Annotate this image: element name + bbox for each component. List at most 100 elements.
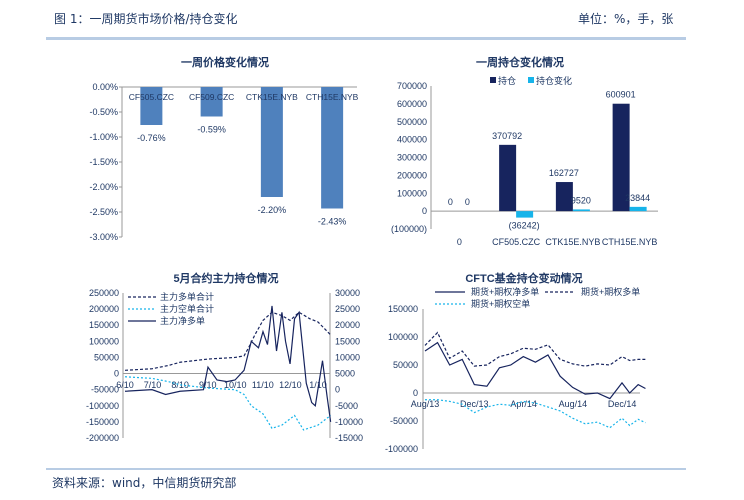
chart1-bar bbox=[140, 87, 163, 125]
figure-title: 图 1：一周期货市场价格/持仓变化 bbox=[54, 12, 238, 26]
chart1-ytick: -2.50% bbox=[89, 207, 118, 217]
chart1-data-label: -0.76% bbox=[137, 133, 166, 143]
chart3-legend-label: 主力空单合计 bbox=[160, 303, 214, 314]
chart2-legend-label: 持仓变化 bbox=[536, 75, 572, 86]
chart2-title: 一周持仓变化情况 bbox=[476, 55, 564, 69]
chart1-bar bbox=[321, 87, 344, 209]
chart3-xtick: 1/10 bbox=[309, 380, 327, 390]
chart2-ytick: 600000 bbox=[397, 99, 427, 109]
chart1-title: 一周价格变化情况 bbox=[181, 55, 269, 69]
chart3-series-line bbox=[124, 305, 332, 422]
chart3-ytick: 250000 bbox=[89, 288, 119, 298]
chart1-ytick: -3.00% bbox=[89, 232, 118, 242]
chart3-xtick: 7/10 bbox=[144, 380, 162, 390]
chart2-data-label: 600901 bbox=[606, 90, 636, 100]
chart2-ytick: 0 bbox=[422, 206, 427, 216]
chart2-bar bbox=[612, 103, 630, 212]
chart3-ytick: 100000 bbox=[89, 336, 119, 346]
chart4-series-line bbox=[424, 331, 646, 367]
chart2-ytick: 500000 bbox=[397, 117, 427, 127]
chart4-legend-label: 期货+期权空单 bbox=[471, 298, 530, 309]
source-note: 资料来源：wind，中信期货研究部 bbox=[52, 476, 237, 490]
chart2-ytick: 200000 bbox=[397, 170, 427, 180]
chart2-category-label: CTK15E.NYB bbox=[545, 237, 600, 247]
top-divider bbox=[46, 37, 686, 40]
chart4-xtick: Dec/14 bbox=[608, 399, 637, 409]
chart2-category-label: 0 bbox=[457, 237, 462, 247]
chart2-ytick: 700000 bbox=[397, 81, 427, 91]
unit-label: 单位：%，手，张 bbox=[578, 12, 674, 26]
chart4-ytick: -50000 bbox=[390, 416, 418, 426]
chart2-ytick: 400000 bbox=[397, 135, 427, 145]
chart2-data-label: 9520 bbox=[571, 195, 591, 205]
chart4-xtick: Dec/13 bbox=[460, 399, 489, 409]
chart3-ytick: -100000 bbox=[86, 401, 119, 411]
chart4-legend-label: 期货+期权净多单 bbox=[471, 286, 539, 297]
chart2-category-label: CTH15E.NYB bbox=[602, 237, 658, 247]
chart2-data-label: 370792 bbox=[492, 131, 522, 141]
chart1-data-label: -0.59% bbox=[197, 125, 226, 135]
chart3-xtick: 10/10 bbox=[224, 380, 247, 390]
chart2-data-label: (36242) bbox=[509, 221, 540, 231]
chart1-category-label: CTK15E.NYB bbox=[246, 92, 298, 102]
chart1-ytick: 0.00% bbox=[92, 82, 118, 92]
chart3-xtick: 9/10 bbox=[199, 380, 217, 390]
chart3-legend-label: 主力净多单 bbox=[160, 315, 205, 326]
chart2-bar bbox=[516, 211, 534, 218]
chart3-y2tick: 15000 bbox=[335, 336, 360, 346]
chart3-title: 5月合约主力持仓情况 bbox=[173, 271, 278, 285]
chart4-ytick: -100000 bbox=[385, 444, 418, 454]
chart4-ytick: 0 bbox=[413, 388, 418, 398]
chart3-legend-label: 主力多单合计 bbox=[160, 291, 214, 302]
chart2-bar bbox=[572, 209, 590, 212]
chart2-data-label: 162727 bbox=[549, 168, 579, 178]
chart1-data-label: -2.20% bbox=[258, 205, 287, 215]
chart1-ytick: -1.00% bbox=[89, 132, 118, 142]
chart1-category-label: CF509.CZC bbox=[189, 92, 234, 102]
chart3-y2tick: -15000 bbox=[335, 433, 363, 443]
chart2-bar bbox=[499, 144, 517, 212]
chart1-category-label: CF505.CZC bbox=[129, 92, 174, 102]
chart4-ytick: 50000 bbox=[393, 360, 418, 370]
bottom-divider bbox=[46, 468, 686, 470]
chart3-y2tick: -5000 bbox=[335, 401, 358, 411]
chart2-data-label: 0 bbox=[465, 197, 470, 207]
chart1-bar bbox=[200, 87, 223, 117]
chart2-legend-label: 持仓 bbox=[498, 75, 516, 86]
chart2-bar bbox=[555, 182, 573, 212]
chart3-xtick: 11/10 bbox=[252, 380, 274, 390]
chart1-ytick: -0.50% bbox=[89, 107, 118, 117]
chart3-ytick: 0 bbox=[114, 369, 119, 379]
chart3-y2tick: 20000 bbox=[335, 320, 360, 330]
chart4-series-line bbox=[425, 399, 646, 429]
chart2-data-label: 23844 bbox=[625, 193, 650, 203]
chart3-ytick: -200000 bbox=[86, 433, 119, 443]
chart4-xtick: Aug/13 bbox=[411, 399, 440, 409]
chart3-y2tick: 30000 bbox=[335, 288, 360, 298]
chart3-y2tick: -10000 bbox=[335, 417, 363, 427]
chart4-xtick: Apr/14 bbox=[510, 399, 537, 409]
chart1-ytick: -2.00% bbox=[89, 182, 118, 192]
chart3-xtick: 12/10 bbox=[279, 380, 302, 390]
chart3-ytick: -50000 bbox=[91, 385, 119, 395]
chart3-y2tick: 5000 bbox=[335, 369, 355, 379]
chart2-data-label: 0 bbox=[448, 197, 453, 207]
chart3-y2tick: 10000 bbox=[335, 352, 360, 362]
chart2-legend-swatch bbox=[528, 77, 534, 83]
chart2-ytick: (100000) bbox=[391, 224, 427, 234]
chart1-category-label: CTH15E.NYB bbox=[306, 92, 359, 102]
chart2-ytick: 300000 bbox=[397, 153, 427, 163]
chart1-ytick: -1.50% bbox=[89, 157, 118, 167]
chart3-series-line bbox=[124, 311, 332, 371]
chart4-ytick: 100000 bbox=[388, 332, 418, 342]
chart4-series-line bbox=[424, 341, 646, 400]
chart3-xtick: 8/10 bbox=[171, 380, 189, 390]
chart3-ytick: -150000 bbox=[86, 417, 119, 427]
chart3-xtick: 6/10 bbox=[116, 380, 134, 390]
chart2-category-label: CF505.CZC bbox=[492, 237, 541, 247]
chart2-bar bbox=[629, 206, 647, 212]
chart3-ytick: 150000 bbox=[89, 320, 119, 330]
chart4-xtick: Aug/14 bbox=[559, 399, 588, 409]
chart3-ytick: 200000 bbox=[89, 304, 119, 314]
